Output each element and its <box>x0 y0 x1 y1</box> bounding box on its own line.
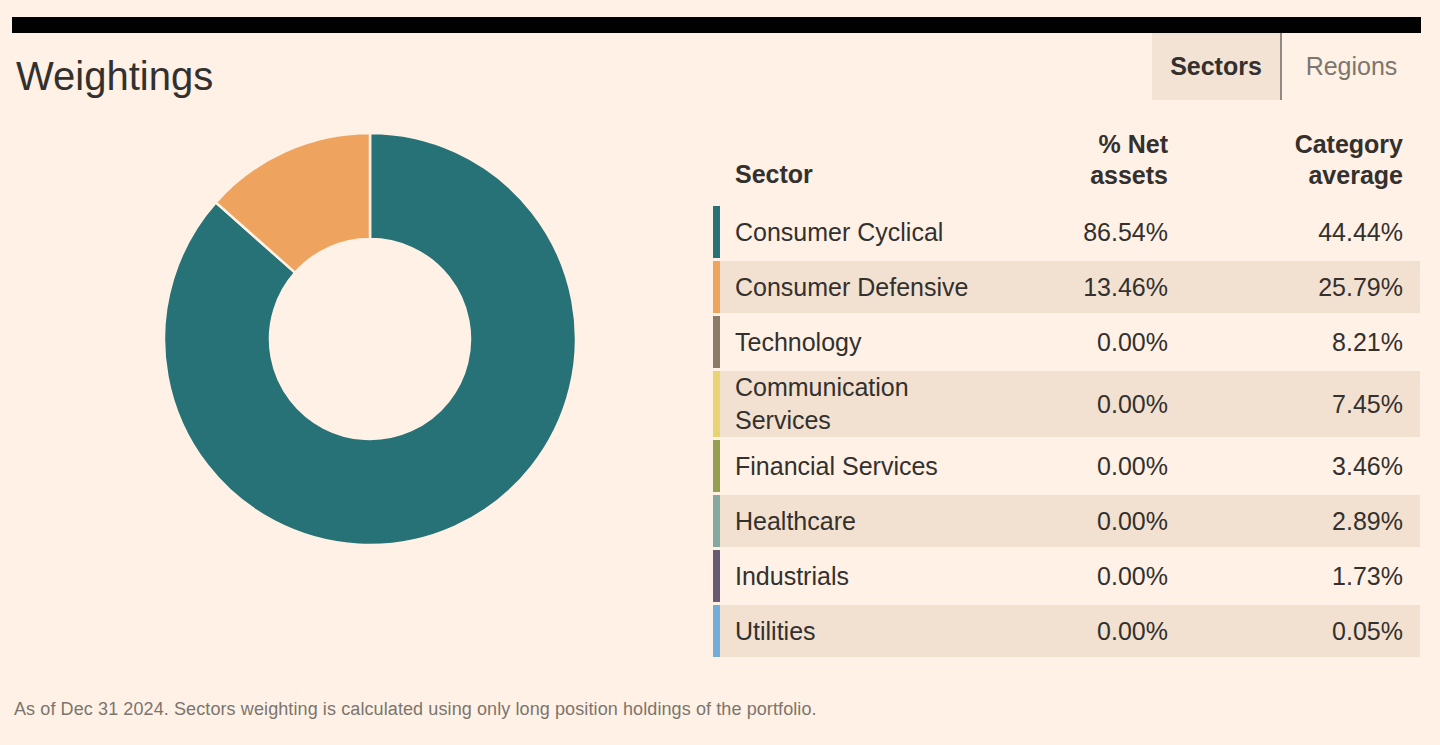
column-header-category-average-line1: Category <box>1168 129 1403 160</box>
table-row-technology: Technology0.00%8.21% <box>713 316 1420 368</box>
column-header-net-assets-line2: assets <box>980 160 1168 191</box>
row-color-bar <box>713 371 720 437</box>
column-header-net-assets: % Net assets <box>980 129 1168 191</box>
sector-name: Healthcare <box>713 505 980 538</box>
donut-chart <box>159 128 581 550</box>
row-color-bar <box>713 495 720 547</box>
category-average-value: 3.46% <box>1168 452 1403 481</box>
category-average-value: 1.73% <box>1168 562 1403 591</box>
weightings-widget: Weightings Sectors Regions Sector % Net … <box>0 0 1440 745</box>
category-average-value: 8.21% <box>1168 328 1403 357</box>
net-assets-value: 0.00% <box>980 562 1168 591</box>
table-row-consumer-cyclical: Consumer Cyclical86.54%44.44% <box>713 206 1420 258</box>
tab-regions[interactable]: Regions <box>1282 33 1421 100</box>
table-body: Consumer Cyclical86.54%44.44%Consumer De… <box>713 206 1420 657</box>
table-row-consumer-defensive: Consumer Defensive13.46%25.79% <box>713 261 1420 313</box>
category-average-value: 0.05% <box>1168 617 1403 646</box>
table-row-financial-services: Financial Services0.00%3.46% <box>713 440 1420 492</box>
table-row-industrials: Industrials0.00%1.73% <box>713 550 1420 602</box>
table-row-healthcare: Healthcare0.00%2.89% <box>713 495 1420 547</box>
column-header-net-assets-line1: % Net <box>980 129 1168 160</box>
row-color-bar <box>713 261 720 313</box>
net-assets-value: 0.00% <box>980 452 1168 481</box>
view-tabs: Sectors Regions <box>1152 33 1421 100</box>
table-row-communication-services: Communication Services0.00%7.45% <box>713 371 1420 437</box>
category-average-value: 25.79% <box>1168 273 1403 302</box>
net-assets-value: 0.00% <box>980 328 1168 357</box>
sector-name: Consumer Cyclical <box>713 216 980 249</box>
sector-name: Industrials <box>713 560 980 593</box>
column-header-sector: Sector <box>713 158 980 191</box>
net-assets-value: 0.00% <box>980 507 1168 536</box>
net-assets-value: 86.54% <box>980 218 1168 247</box>
category-average-value: 2.89% <box>1168 507 1403 536</box>
row-color-bar <box>713 316 720 368</box>
tab-sectors[interactable]: Sectors <box>1152 33 1282 100</box>
net-assets-value: 13.46% <box>980 273 1168 302</box>
sector-name: Technology <box>713 326 980 359</box>
sector-name: Communication Services <box>713 371 980 437</box>
top-accent-bar <box>12 17 1421 33</box>
row-color-bar <box>713 440 720 492</box>
sector-weightings-table: Sector % Net assets Category average Con… <box>713 128 1420 657</box>
net-assets-value: 0.00% <box>980 390 1168 419</box>
sector-name: Financial Services <box>713 450 980 483</box>
category-average-value: 44.44% <box>1168 218 1403 247</box>
row-color-bar <box>713 206 720 258</box>
sector-name: Consumer Defensive <box>713 271 980 304</box>
sector-name: Utilities <box>713 615 980 648</box>
page-title: Weightings <box>16 54 213 98</box>
footnote: As of Dec 31 2024. Sectors weighting is … <box>14 699 817 720</box>
row-color-bar <box>713 605 720 657</box>
table-row-utilities: Utilities0.00%0.05% <box>713 605 1420 657</box>
row-color-bar <box>713 550 720 602</box>
table-header-row: Sector % Net assets Category average <box>713 128 1420 191</box>
category-average-value: 7.45% <box>1168 390 1403 419</box>
column-header-category-average: Category average <box>1168 129 1403 191</box>
column-header-category-average-line2: average <box>1168 160 1403 191</box>
net-assets-value: 0.00% <box>980 617 1168 646</box>
